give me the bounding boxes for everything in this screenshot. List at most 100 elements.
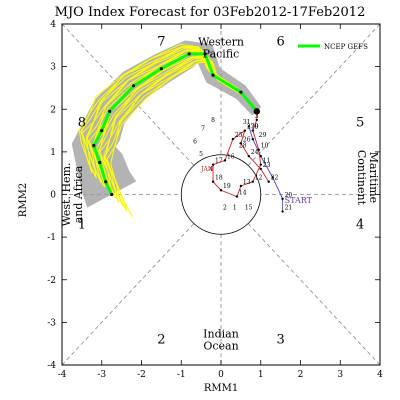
observed-day-label: 11 — [263, 158, 271, 165]
y-axis-label: RMM2 — [18, 183, 29, 217]
observed-day-label: 19 — [223, 183, 231, 190]
observed-red-point — [223, 159, 227, 162]
x-tick-label: 0 — [218, 370, 224, 380]
ensemble-mean-forecast-point — [131, 84, 136, 88]
legend-label: NCEP GEFS — [324, 43, 368, 51]
point-label: 8 — [211, 117, 215, 124]
x-tick-label: -4 — [58, 370, 67, 380]
region-label-line: Continent — [355, 150, 368, 206]
x-tick-label: -1 — [177, 370, 186, 380]
observed-day-label: 18 — [215, 175, 223, 182]
region-label-line: Ocean — [203, 339, 238, 352]
observed-red-point — [211, 180, 215, 183]
observed-day-label: 24 — [251, 149, 259, 156]
y-tick-label: 0 — [50, 191, 56, 201]
ensemble-mean-forecast-point — [110, 192, 114, 197]
x-tick-label: 1 — [258, 370, 264, 380]
phase-number: 4 — [356, 218, 364, 233]
uncertainty-band — [71, 40, 262, 208]
observed-blue-point — [251, 137, 254, 141]
point-label: 4 — [209, 166, 213, 173]
ensemble-mean-forecast-point — [104, 180, 108, 184]
forecast-start-marker — [253, 108, 260, 115]
observed-red-point — [255, 118, 258, 122]
observed-blue-line — [248, 126, 284, 212]
point-label: JAN — [200, 166, 213, 173]
observed-blue-point — [247, 125, 251, 128]
observed-blue-point — [281, 197, 284, 200]
ensemble-member-line — [78, 43, 255, 174]
observed-day-label: 20 — [285, 192, 293, 199]
observed-day-label: 13 — [243, 179, 251, 186]
observed-red-point — [219, 189, 223, 192]
phase-number: 2 — [157, 333, 165, 348]
y-tick-label: -1 — [47, 233, 56, 243]
ensemble-mean-forecast-point — [211, 73, 215, 77]
observed-day-label: 17 — [215, 158, 223, 165]
y-tick-label: -4 — [47, 361, 56, 371]
region-label-line: Western — [198, 35, 244, 48]
observed-day-label: 10 — [261, 143, 269, 150]
x-tick-label: 3 — [337, 370, 343, 380]
unit-circle — [180, 154, 262, 235]
chart-title: MJO Index Forecast for 03Feb2012-17Feb20… — [55, 5, 366, 20]
point-label: START — [285, 196, 313, 205]
phase-number: 6 — [276, 34, 284, 49]
observed-red-point — [267, 180, 270, 183]
y-tick-label: 3 — [50, 63, 56, 73]
x-tick-label: 4 — [377, 370, 383, 380]
y-tick-label: 1 — [50, 148, 56, 158]
ensemble-mean-forecast-point — [100, 128, 104, 133]
ensemble-mean-forecast-point — [108, 109, 112, 113]
y-tick-label: -2 — [47, 276, 56, 286]
observed-red-point — [239, 142, 243, 145]
observed-red-point — [235, 195, 239, 198]
observed-day-label: 21 — [285, 205, 293, 212]
x-tick-label: -2 — [137, 370, 146, 380]
observed-red-point — [243, 129, 247, 132]
observed-blue-point — [281, 210, 284, 213]
observed-red-line — [212, 111, 270, 198]
y-tick-label: 4 — [50, 20, 56, 30]
observed-day-label: 22 — [271, 175, 279, 182]
phase-number: 5 — [356, 115, 364, 130]
ensemble-mean-forecast-point — [187, 52, 191, 56]
ensemble-mean-forecast-point — [203, 52, 207, 56]
point-label: 30 — [251, 123, 259, 130]
phase-number: 1 — [78, 218, 86, 233]
ensemble-mean-forecast-point — [159, 67, 163, 71]
observed-red-point — [259, 167, 262, 171]
ensemble-mean-forecast-point — [92, 143, 96, 148]
observed-day-label: 12 — [255, 175, 263, 182]
y-tick-label: 2 — [50, 105, 56, 115]
y-tick-label: -3 — [47, 318, 56, 328]
point-label: 29 — [259, 132, 267, 139]
point-label: 31 — [243, 119, 251, 126]
region-label-line: Indian — [203, 327, 239, 340]
observed-day-label: 16 — [227, 153, 235, 160]
observed-red-point — [231, 137, 235, 141]
region-label-line: Maritime — [367, 152, 380, 203]
observed-day-label: 25 — [235, 132, 243, 139]
phase-number: 3 — [276, 333, 284, 348]
point-label: 6 — [193, 138, 197, 145]
observed-red-point — [251, 180, 254, 183]
point-label: 28 — [239, 143, 247, 150]
observed-red-point — [211, 163, 215, 166]
phase-number: 7 — [157, 34, 165, 49]
observed-day-label: 9 — [255, 124, 259, 131]
observed-red-point — [259, 163, 262, 166]
point-label: 3 — [255, 113, 259, 120]
x-tick-label: 2 — [298, 370, 304, 380]
observed-day-label: 23 — [263, 162, 271, 169]
ensemble-mean-forecast-point — [98, 160, 102, 165]
observed-red-point — [251, 129, 254, 132]
observed-blue-point — [259, 154, 262, 158]
phase-number: 8 — [78, 115, 86, 130]
point-label: 7 — [201, 126, 205, 133]
point-label: 2 — [223, 204, 227, 211]
observed-red-point — [247, 154, 251, 158]
observed-day-label: 27 — [247, 124, 255, 131]
